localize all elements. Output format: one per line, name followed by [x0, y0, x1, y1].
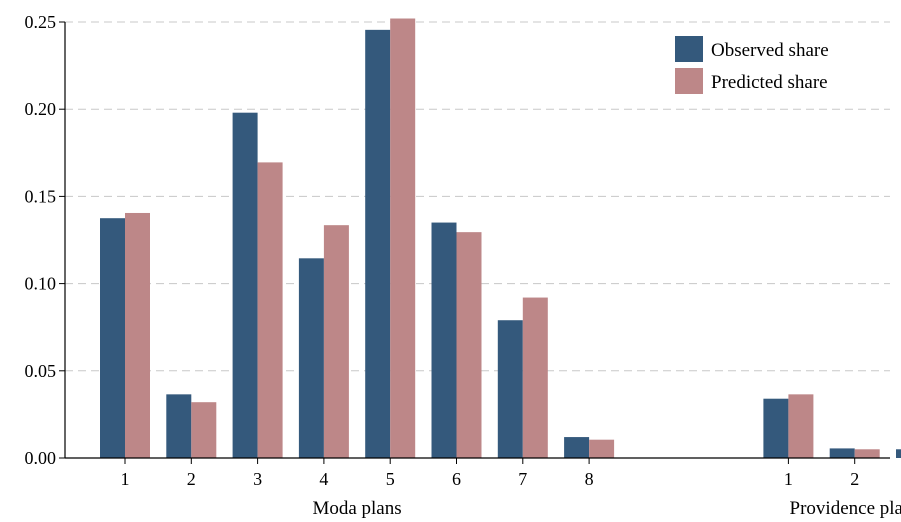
x-tick-label: 1	[784, 469, 793, 489]
observed-bar	[232, 112, 258, 459]
x-tick-label: 3	[253, 469, 262, 489]
legend-swatch	[675, 68, 703, 94]
x-tick-label: 2	[187, 469, 196, 489]
observed-bar	[564, 437, 590, 458]
observed-bar	[829, 448, 855, 458]
legend-label: Predicted share	[711, 72, 828, 93]
observed-bar	[298, 258, 324, 458]
y-tick-label: 0.25	[25, 12, 57, 32]
x-tick-label: 8	[585, 469, 594, 489]
predicted-bar	[854, 449, 880, 458]
group-label: Providence plans	[790, 498, 901, 519]
x-tick-label: 4	[319, 469, 328, 489]
predicted-bar	[456, 232, 482, 458]
y-tick-label: 0.05	[25, 361, 57, 381]
y-tick-label: 0.10	[25, 274, 57, 294]
predicted-bar	[589, 439, 615, 458]
legend-label: Observed share	[711, 40, 829, 61]
observed-bar	[365, 29, 391, 459]
x-tick-label: 5	[386, 469, 395, 489]
predicted-bar	[788, 394, 814, 458]
observed-bar	[896, 449, 901, 458]
x-tick-label: 1	[121, 469, 130, 489]
observed-bar	[763, 398, 789, 458]
y-tick-label: 0.00	[25, 448, 57, 468]
y-tick-label: 0.15	[25, 186, 57, 206]
predicted-bar	[257, 162, 283, 458]
y-tick-label: 0.20	[25, 99, 57, 119]
group-label: Moda plans	[312, 498, 401, 519]
x-tick-label: 6	[452, 469, 461, 489]
observed-bar	[497, 320, 523, 458]
predicted-bar	[191, 402, 217, 458]
predicted-bar	[390, 18, 416, 459]
legend: Observed share Predicted share	[675, 36, 829, 94]
x-tick-label: 2	[850, 469, 859, 489]
observed-bar	[166, 394, 192, 458]
observed-bar	[100, 218, 125, 458]
observed-bar	[431, 222, 457, 458]
x-tick-label: 7	[518, 469, 527, 489]
axes: 0.00 0.05 0.10 0.15 0.20 0.25 1 2 3 4 5 6 7 8 Moda pla…	[25, 12, 901, 519]
predicted-bar	[522, 297, 548, 458]
gridlines	[65, 21, 890, 372]
predicted-bar	[323, 225, 349, 458]
predicted-bar	[125, 212, 150, 458]
bars	[100, 18, 901, 459]
legend-swatch	[675, 36, 703, 62]
